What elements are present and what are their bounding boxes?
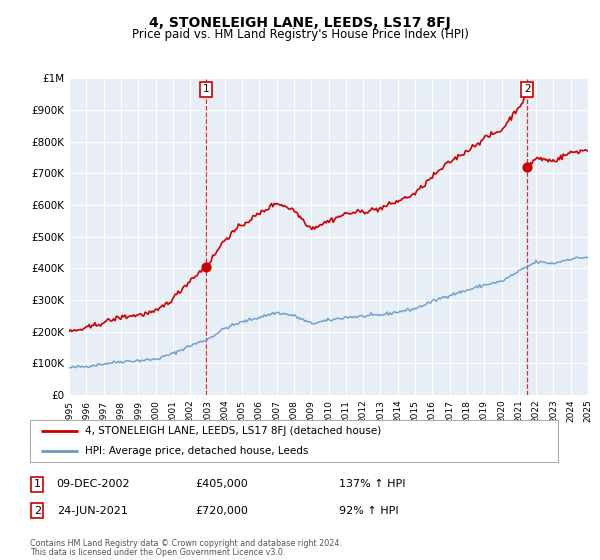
Text: 1: 1 [34, 479, 41, 489]
Text: Contains HM Land Registry data © Crown copyright and database right 2024.: Contains HM Land Registry data © Crown c… [30, 539, 342, 548]
Text: 2: 2 [34, 506, 41, 516]
Text: 09-DEC-2002: 09-DEC-2002 [56, 479, 130, 489]
Text: 2: 2 [524, 85, 530, 95]
Text: 137% ↑ HPI: 137% ↑ HPI [339, 479, 406, 489]
Text: 4, STONELEIGH LANE, LEEDS, LS17 8FJ: 4, STONELEIGH LANE, LEEDS, LS17 8FJ [149, 16, 451, 30]
Point [201, 262, 211, 271]
Text: £405,000: £405,000 [196, 479, 248, 489]
Text: 92% ↑ HPI: 92% ↑ HPI [339, 506, 398, 516]
Text: 1: 1 [203, 85, 209, 95]
Text: HPI: Average price, detached house, Leeds: HPI: Average price, detached house, Leed… [85, 446, 309, 456]
Point [523, 162, 532, 171]
Text: 24-JUN-2021: 24-JUN-2021 [58, 506, 128, 516]
Text: £720,000: £720,000 [196, 506, 248, 516]
Text: Price paid vs. HM Land Registry's House Price Index (HPI): Price paid vs. HM Land Registry's House … [131, 28, 469, 41]
Text: This data is licensed under the Open Government Licence v3.0.: This data is licensed under the Open Gov… [30, 548, 286, 557]
Text: 4, STONELEIGH LANE, LEEDS, LS17 8FJ (detached house): 4, STONELEIGH LANE, LEEDS, LS17 8FJ (det… [85, 426, 382, 436]
